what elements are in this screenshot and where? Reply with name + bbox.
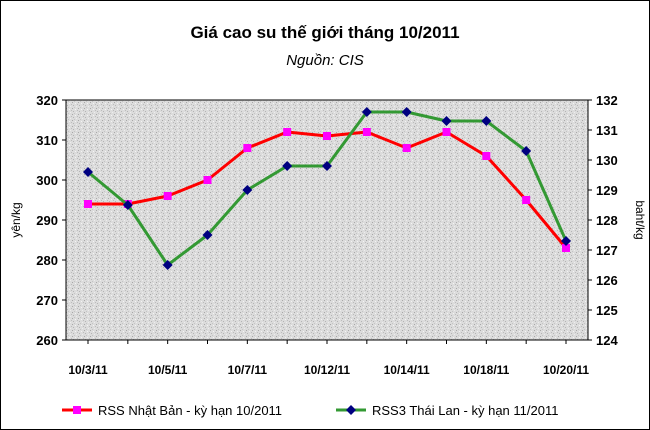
y-left-tick-label: 310 — [36, 133, 58, 148]
y-left-tick-label: 300 — [36, 173, 58, 188]
series-1-point — [562, 244, 570, 252]
series-2-point — [322, 161, 332, 171]
series-1-point — [482, 152, 491, 160]
series-1-point — [203, 176, 212, 184]
series-2-point — [521, 146, 532, 156]
legend-label-1: RSS Nhật Bản - kỳ hạn 10/2011 — [98, 403, 282, 418]
x-axis: 10/3/11 10/5/11 10/7/11 10/12/11 10/14/11 10/… — [68, 340, 589, 377]
series-2-point — [122, 200, 133, 210]
chart-title: Giá cao su thế giới tháng 10/2011 — [190, 23, 459, 42]
y-left-tick-label: 270 — [36, 293, 58, 308]
series-1-point — [442, 128, 451, 136]
y-left-tick-label: 260 — [36, 333, 58, 348]
series-1-point — [362, 128, 371, 136]
series-1-point — [163, 192, 172, 200]
x-tick-label: 10/5/11 — [148, 363, 188, 377]
y-right-tick-label: 126 — [596, 273, 618, 288]
series-1-point — [283, 128, 292, 136]
series-2-point — [83, 167, 93, 177]
series-1-point — [243, 144, 252, 152]
series-group — [83, 107, 571, 270]
series-2-point — [202, 230, 213, 240]
y-right-tick-label: 129 — [596, 183, 618, 198]
series-2-point — [361, 107, 372, 117]
series-2-point — [162, 260, 173, 270]
y-right-tick-label: 124 — [596, 333, 618, 348]
legend: RSS Nhật Bản - kỳ hạn 10/2011 RSS3 Thái L… — [62, 403, 558, 418]
x-tick-label: 10/12/11 — [304, 363, 350, 377]
x-tick-label: 10/18/11 — [463, 363, 509, 377]
series-1-point — [323, 132, 331, 140]
y-right-tick-label: 125 — [596, 303, 618, 318]
series-2-point — [242, 185, 253, 195]
y-left-tick-label: 290 — [36, 213, 58, 228]
y-right-tick-label: 132 — [596, 93, 618, 108]
y-axis-right-label: baht/kg — [633, 200, 647, 239]
series-2-point — [441, 116, 452, 126]
x-tick-label: 10/3/11 — [68, 363, 108, 377]
x-tick-label: 10/7/11 — [228, 363, 268, 377]
legend-swatch-marker-1 — [73, 406, 81, 414]
y-right-tick-label: 127 — [596, 243, 618, 258]
series-1-point — [84, 200, 92, 208]
legend-label-2: RSS3 Thái Lan - kỳ hạn 11/2011 — [372, 403, 558, 418]
y-right-tick-label: 130 — [596, 153, 618, 168]
series-2-point — [401, 107, 412, 117]
chart-subtitle: Nguồn: CIS — [286, 52, 364, 69]
y-left-tick-label: 280 — [36, 253, 58, 268]
y-axis-right: 124 125 126 127 128 129 130 131 132 — [588, 93, 618, 348]
y-left-tick-label: 320 — [36, 93, 58, 108]
series-1-point — [402, 144, 411, 152]
series-2-point — [481, 116, 492, 126]
y-right-tick-label: 131 — [596, 123, 618, 138]
series-2-point — [561, 236, 571, 246]
legend-swatch-marker-2 — [346, 405, 356, 415]
y-axis-left: 260 270 280 290 300 310 320 — [36, 93, 66, 348]
x-tick-label: 10/20/11 — [543, 363, 589, 377]
y-right-tick-label: 128 — [596, 213, 618, 228]
series-2-point — [282, 161, 293, 171]
x-tick-label: 10/14/11 — [384, 363, 430, 377]
y-axis-left-label: yên/kg — [9, 202, 23, 237]
series-1-point — [522, 196, 531, 204]
